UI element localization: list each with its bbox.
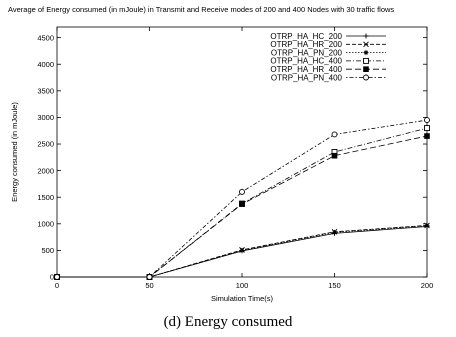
y-tick-label: 1500 bbox=[37, 193, 54, 202]
chart-title: Average of Energy consumed (in mJoule) i… bbox=[8, 5, 394, 14]
plot-area bbox=[56, 26, 428, 278]
legend-marker bbox=[363, 50, 369, 56]
legend-marker bbox=[363, 66, 369, 72]
y-tick-label: 3500 bbox=[37, 87, 54, 96]
x-tick-label: 50 bbox=[145, 281, 153, 290]
figure-caption: (d) Energy consumed bbox=[163, 314, 293, 330]
data-point bbox=[424, 117, 430, 124]
legend-label: OTRP_HA_HR_200 bbox=[270, 40, 342, 49]
legend-label: OTRP_HA_HC_400 bbox=[270, 57, 342, 66]
y-axis-label: Energy consumed (in mJoule) bbox=[10, 102, 19, 202]
legend-label: OTRP_HA_HR_400 bbox=[270, 65, 342, 74]
y-tick-label: 0 bbox=[50, 273, 54, 282]
y-tick-label: 4000 bbox=[37, 60, 54, 69]
axis-ticks: 0 50 100 150 2000500100015002000250030003500… bbox=[37, 27, 433, 290]
series-4 bbox=[54, 133, 430, 280]
data-point bbox=[239, 247, 245, 253]
data-point bbox=[424, 125, 430, 132]
legend-marker bbox=[363, 57, 369, 64]
x-tick-label: 200 bbox=[421, 281, 434, 290]
legend-marker bbox=[363, 33, 369, 39]
x-axis-label: Simulation Time(s) bbox=[211, 294, 274, 303]
x-tick-label: 150 bbox=[328, 281, 341, 290]
series-5 bbox=[54, 117, 430, 280]
data-point bbox=[424, 133, 430, 139]
legend-marker bbox=[363, 74, 369, 81]
series-2 bbox=[54, 223, 430, 280]
y-tick-label: 500 bbox=[41, 246, 54, 255]
y-tick-label: 1000 bbox=[37, 220, 54, 229]
y-tick-label: 2500 bbox=[37, 140, 54, 149]
data-point bbox=[54, 274, 60, 280]
y-tick-label: 2000 bbox=[37, 166, 54, 175]
data-point bbox=[146, 274, 153, 280]
data-point bbox=[239, 188, 245, 195]
legend: OTRP_HA_HC_200OTRP_HA_HR_200OTRP_HA_PN_2… bbox=[270, 32, 386, 82]
legend-label: OTRP_HA_PN_200 bbox=[271, 48, 343, 57]
data-point bbox=[239, 201, 245, 207]
y-tick-label: 3000 bbox=[37, 113, 54, 122]
legend-label: OTRP_HA_HC_200 bbox=[270, 32, 342, 41]
data-point bbox=[331, 131, 338, 138]
data-point bbox=[331, 152, 338, 159]
series-group bbox=[54, 117, 430, 280]
y-tick-label: 4500 bbox=[37, 33, 54, 42]
x-tick-label: 0 bbox=[55, 281, 59, 290]
legend-label: OTRP_HA_PN_400 bbox=[271, 73, 343, 82]
data-point bbox=[424, 223, 430, 229]
series-line bbox=[57, 119, 428, 278]
legend-marker bbox=[363, 41, 369, 48]
data-point bbox=[332, 229, 337, 235]
x-tick-label: 100 bbox=[236, 281, 249, 290]
chart: Average of Energy consumed (in mJoule) i… bbox=[8, 5, 433, 303]
